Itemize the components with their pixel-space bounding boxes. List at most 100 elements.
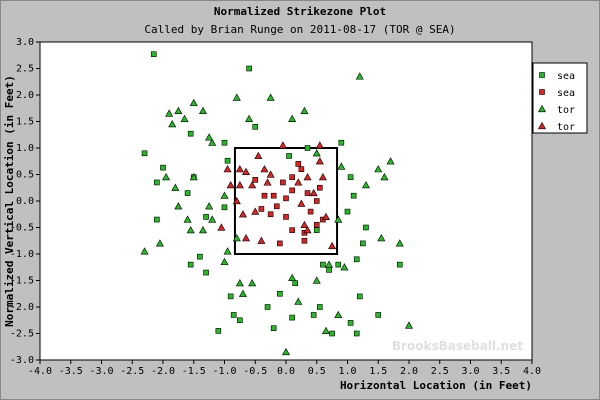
red-triangle-point — [226, 180, 235, 189]
red-square-point — [317, 184, 323, 191]
green-triangle-point — [386, 157, 395, 165]
legend-label: tor — [557, 122, 575, 133]
red-triangle-point — [309, 188, 318, 197]
green-square-point — [252, 124, 259, 130]
green-square-point — [246, 65, 252, 72]
y-tick-label: 1.5 — [16, 117, 34, 128]
green-square-point — [160, 164, 166, 171]
pitch-markers — [140, 51, 414, 356]
green-triangle-point — [208, 138, 217, 146]
green-triangle-point — [300, 106, 309, 114]
green-square-point — [335, 261, 342, 268]
green-square-point — [363, 224, 369, 231]
red-triangle-point — [297, 199, 306, 207]
red-square-point — [283, 214, 289, 220]
x-tick-label: -1.0 — [212, 366, 236, 377]
green-square-point — [184, 190, 191, 196]
y-tick-label: -2.5 — [10, 329, 34, 340]
green-triangle-point — [220, 191, 229, 199]
green-square-point — [224, 157, 231, 164]
red-triangle-point — [266, 170, 275, 178]
x-tick-label: -4.0 — [28, 366, 52, 377]
green-triangle-point — [334, 215, 343, 223]
red-square-point — [289, 227, 295, 233]
green-square-point — [360, 240, 366, 247]
x-tick-label: 2.0 — [400, 366, 418, 377]
green-triangle-point — [312, 276, 321, 284]
green-square-point — [313, 227, 320, 233]
legend-square-swatch — [539, 89, 545, 95]
green-triangle-point — [205, 133, 214, 141]
red-triangle-point — [254, 151, 263, 160]
x-tick-label: 4.0 — [523, 366, 541, 377]
green-triangle-point — [395, 239, 404, 247]
red-triangle-point — [294, 178, 303, 186]
green-square-point — [141, 150, 148, 157]
green-square-point — [317, 304, 323, 310]
y-tick-label: -2.0 — [10, 302, 34, 313]
green-triangle-point — [208, 215, 217, 223]
x-tick-label: -3.5 — [59, 366, 83, 377]
legend-triangle-swatch — [537, 104, 547, 113]
red-triangle-point — [321, 212, 330, 220]
green-square-point — [150, 51, 157, 57]
x-tick-label: 1.5 — [369, 366, 387, 377]
y-axis-label: Normalized Vertical Location (in Feet) — [3, 75, 16, 327]
green-triangle-point — [340, 263, 349, 271]
green-triangle-point — [174, 202, 183, 210]
red-square-point — [298, 166, 305, 172]
green-square-point — [396, 261, 403, 268]
green-square-point — [230, 312, 237, 318]
y-tick-label: -0.5 — [10, 223, 34, 234]
green-triangle-point — [198, 106, 207, 114]
green-triangle-point — [312, 149, 321, 157]
red-triangle-point — [242, 233, 251, 242]
green-square-point — [344, 208, 351, 215]
green-square-point — [310, 312, 317, 318]
green-square-point — [304, 145, 311, 151]
green-triangle-point — [232, 233, 241, 242]
green-square-point — [197, 253, 203, 260]
red-triangle-point — [235, 180, 244, 189]
red-triangle-point — [251, 207, 260, 215]
watermark: BrooksBaseball.net — [392, 339, 523, 353]
red-triangle-point — [257, 236, 266, 244]
red-triangle-point — [278, 141, 287, 149]
red-triangle-point — [303, 226, 312, 234]
x-tick-label: 2.5 — [431, 366, 449, 377]
red-square-point — [261, 192, 268, 199]
green-triangle-point — [266, 93, 275, 101]
x-tick-label: -1.5 — [182, 366, 206, 377]
green-triangle-point — [232, 93, 241, 101]
green-triangle-point — [180, 114, 189, 122]
red-square-point — [289, 174, 295, 180]
green-square-point — [350, 192, 357, 199]
green-triangle-point — [165, 109, 174, 117]
red-triangle-point — [315, 157, 324, 165]
green-triangle-point — [171, 183, 180, 191]
green-square-point — [221, 139, 228, 146]
x-tick-label: 0.0 — [277, 366, 295, 377]
x-tick-label: -0.5 — [243, 366, 267, 377]
red-square-point — [270, 192, 277, 199]
green-triangle-point — [245, 114, 254, 122]
y-tick-label: -3.0 — [10, 355, 34, 366]
green-square-point — [227, 293, 234, 300]
red-triangle-point — [235, 165, 244, 173]
red-square-point — [277, 240, 283, 247]
green-square-point — [329, 330, 335, 337]
green-triangle-point — [198, 226, 207, 234]
red-square-point — [301, 237, 308, 244]
red-triangle-point — [223, 165, 232, 173]
red-triangle-point — [242, 167, 251, 175]
red-triangle-point — [248, 180, 257, 189]
x-tick-label: 1.0 — [338, 366, 356, 377]
green-triangle-point — [248, 279, 257, 287]
green-square-point — [353, 330, 360, 337]
chart-title: Normalized Strikezone Plot — [214, 5, 386, 18]
red-triangle-point — [263, 178, 272, 186]
red-square-point — [307, 208, 314, 215]
y-tick-label: 3.0 — [16, 37, 34, 48]
green-triangle-point — [235, 279, 244, 287]
